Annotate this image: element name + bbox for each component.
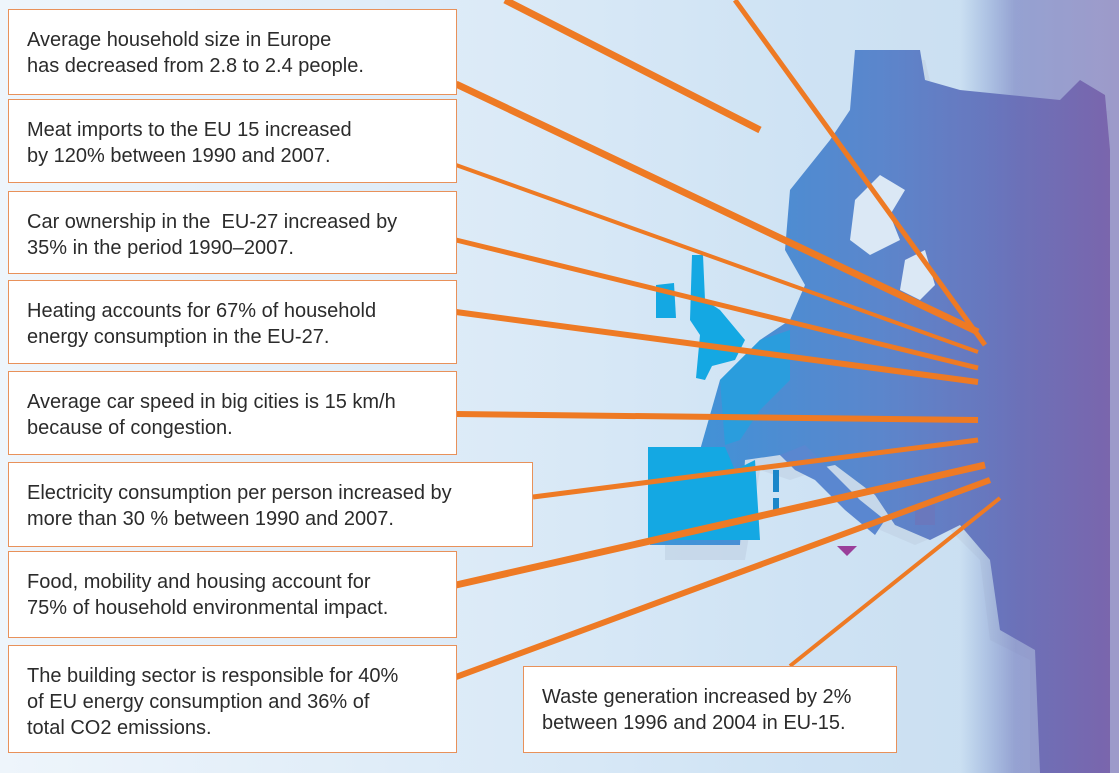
- fact-line: 35% in the period 1990–2007.: [27, 237, 294, 259]
- map-balkans: [915, 505, 935, 525]
- fact-line: between 1996 and 2004 in EU-15.: [542, 712, 846, 734]
- fact-food-mobility-housing: Food, mobility and housing account for 7…: [8, 551, 457, 638]
- ray-car-speed: [455, 411, 979, 423]
- fact-heating: Heating accounts for 67% of household en…: [8, 280, 457, 364]
- ray-electricity: [532, 437, 979, 500]
- ray-top-2: [732, 0, 988, 347]
- ray-heating: [455, 309, 979, 385]
- fact-line: Waste generation increased by 2%: [542, 686, 852, 708]
- fact-line: more than 30 % between 1990 and 2007.: [27, 508, 394, 530]
- fact-line: Food, mobility and housing account for: [27, 571, 371, 593]
- fact-meat-imports: Meat imports to the EU 15 increased by 1…: [8, 99, 457, 183]
- fact-line: by 120% between 1990 and 2007.: [27, 145, 331, 167]
- map-east-fade: [960, 0, 1119, 773]
- fact-line: of EU energy consumption and 36% of: [27, 691, 370, 713]
- fact-building-sector: The building sector is responsible for 4…: [8, 645, 457, 753]
- europe-map: [648, 0, 1119, 773]
- ray-meat-imports: [455, 163, 979, 354]
- fact-line: total CO2 emissions.: [27, 717, 212, 739]
- fact-electricity: Electricity consumption per person incre…: [8, 462, 533, 547]
- fact-line: because of congestion.: [27, 417, 233, 439]
- sicily-marker: [837, 546, 857, 556]
- fact-line: Meat imports to the EU 15 increased: [27, 119, 352, 141]
- map-italy: [780, 445, 885, 535]
- ray-household-size: [454, 80, 980, 336]
- fact-line: has decreased from 2.8 to 2.4 people.: [27, 55, 364, 77]
- map-sardinia: [773, 470, 779, 492]
- fact-line: Car ownership in the EU-27 increased by: [27, 211, 398, 233]
- fact-line: Average car speed in big cities is 15 km…: [27, 391, 396, 413]
- ray-waste-generation: [788, 496, 1002, 668]
- fact-line: 75% of household environmental impact.: [27, 597, 389, 619]
- fact-waste-generation: Waste generation increased by 2% between…: [523, 666, 897, 753]
- ray-building-sector: [454, 477, 992, 680]
- map-corsica: [773, 498, 779, 512]
- fact-line: Heating accounts for 67% of household: [27, 300, 377, 322]
- map-great-britain: [690, 255, 745, 380]
- fact-car-ownership: Car ownership in the EU-27 increased by …: [8, 191, 457, 274]
- ray-car-ownership: [455, 237, 979, 371]
- fact-line: The building sector is responsible for 4…: [27, 665, 399, 687]
- ray-top-1: [503, 0, 762, 134]
- rays: [454, 0, 1002, 680]
- fact-line: Electricity consumption per person incre…: [27, 482, 452, 504]
- fact-line: Average household size in Europe: [27, 29, 332, 51]
- ray-food-mobility-housing: [455, 461, 986, 589]
- map-gulf: [850, 175, 905, 255]
- fact-car-speed: Average car speed in big cities is 15 km…: [8, 371, 457, 455]
- fact-line: energy consumption in the EU-27.: [27, 326, 330, 348]
- fact-household-size: Average household size in Europe has dec…: [8, 9, 457, 95]
